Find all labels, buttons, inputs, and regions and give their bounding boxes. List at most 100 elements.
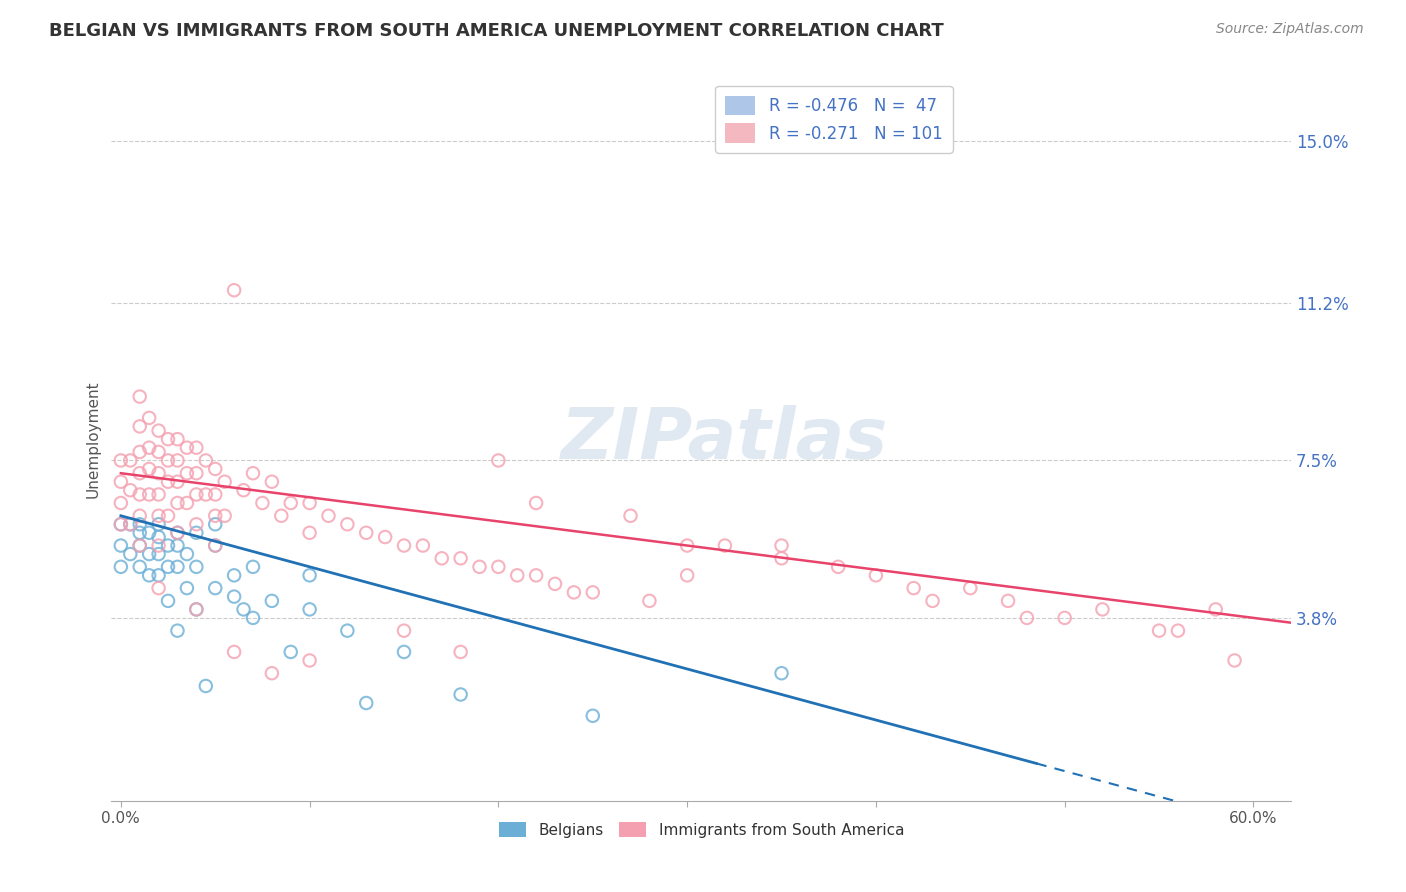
Point xyxy=(242,466,264,480)
Point xyxy=(128,390,150,404)
Point xyxy=(176,441,198,455)
Point xyxy=(148,424,170,438)
Point xyxy=(166,496,188,510)
Point xyxy=(1091,602,1114,616)
Point xyxy=(204,581,226,595)
Point xyxy=(1015,611,1038,625)
Point xyxy=(128,539,150,553)
Point xyxy=(770,666,793,681)
Point xyxy=(138,410,160,425)
Point xyxy=(242,611,264,625)
Point xyxy=(450,688,472,702)
Point xyxy=(468,559,491,574)
Point xyxy=(204,508,226,523)
Point xyxy=(120,547,142,561)
Point xyxy=(186,602,208,616)
Point xyxy=(770,539,793,553)
Point xyxy=(128,559,150,574)
Point xyxy=(128,419,150,434)
Point xyxy=(298,602,321,616)
Point xyxy=(486,453,509,467)
Point xyxy=(148,445,170,459)
Point xyxy=(128,487,150,501)
Point xyxy=(298,496,321,510)
Point xyxy=(194,487,217,501)
Point xyxy=(260,475,283,489)
Point xyxy=(224,645,246,659)
Point xyxy=(204,462,226,476)
Point xyxy=(157,559,180,574)
Point xyxy=(486,559,509,574)
Point xyxy=(392,645,415,659)
Point xyxy=(128,517,150,532)
Point xyxy=(232,483,254,498)
Point xyxy=(138,547,160,561)
Point xyxy=(138,525,160,540)
Point xyxy=(374,530,396,544)
Point xyxy=(176,496,198,510)
Point xyxy=(214,508,236,523)
Point xyxy=(148,568,170,582)
Point xyxy=(148,539,170,553)
Point xyxy=(903,581,925,595)
Point xyxy=(128,508,150,523)
Point xyxy=(214,475,236,489)
Point xyxy=(138,441,160,455)
Point xyxy=(166,432,188,446)
Point xyxy=(128,525,150,540)
Point xyxy=(110,453,132,467)
Point xyxy=(148,530,170,544)
Point xyxy=(412,539,434,553)
Point xyxy=(186,525,208,540)
Point xyxy=(194,453,217,467)
Point xyxy=(186,517,208,532)
Point xyxy=(242,559,264,574)
Point xyxy=(392,539,415,553)
Point xyxy=(204,487,226,501)
Point xyxy=(148,517,170,532)
Point xyxy=(506,568,529,582)
Point xyxy=(166,559,188,574)
Point xyxy=(176,466,198,480)
Point xyxy=(157,432,180,446)
Point xyxy=(110,517,132,532)
Point xyxy=(224,283,246,297)
Point xyxy=(318,508,340,523)
Point xyxy=(392,624,415,638)
Point xyxy=(110,496,132,510)
Point xyxy=(1167,624,1189,638)
Point xyxy=(224,568,246,582)
Point xyxy=(166,539,188,553)
Point xyxy=(157,594,180,608)
Point xyxy=(619,508,641,523)
Text: Source: ZipAtlas.com: Source: ZipAtlas.com xyxy=(1216,22,1364,37)
Point xyxy=(120,483,142,498)
Point xyxy=(336,517,359,532)
Point xyxy=(157,475,180,489)
Point xyxy=(166,475,188,489)
Point xyxy=(280,645,302,659)
Text: ZIPatlas: ZIPatlas xyxy=(561,405,889,474)
Point xyxy=(676,568,699,582)
Point xyxy=(827,559,849,574)
Point xyxy=(148,581,170,595)
Point xyxy=(138,568,160,582)
Point xyxy=(186,487,208,501)
Point xyxy=(128,539,150,553)
Point xyxy=(430,551,453,566)
Point xyxy=(1147,624,1170,638)
Point xyxy=(128,466,150,480)
Point xyxy=(194,679,217,693)
Point xyxy=(997,594,1019,608)
Point xyxy=(252,496,274,510)
Point xyxy=(354,525,377,540)
Point xyxy=(186,466,208,480)
Point xyxy=(562,585,585,599)
Point xyxy=(582,708,605,723)
Point xyxy=(450,551,472,566)
Point xyxy=(204,517,226,532)
Point xyxy=(544,577,567,591)
Point xyxy=(298,525,321,540)
Point xyxy=(120,517,142,532)
Point xyxy=(1223,653,1246,667)
